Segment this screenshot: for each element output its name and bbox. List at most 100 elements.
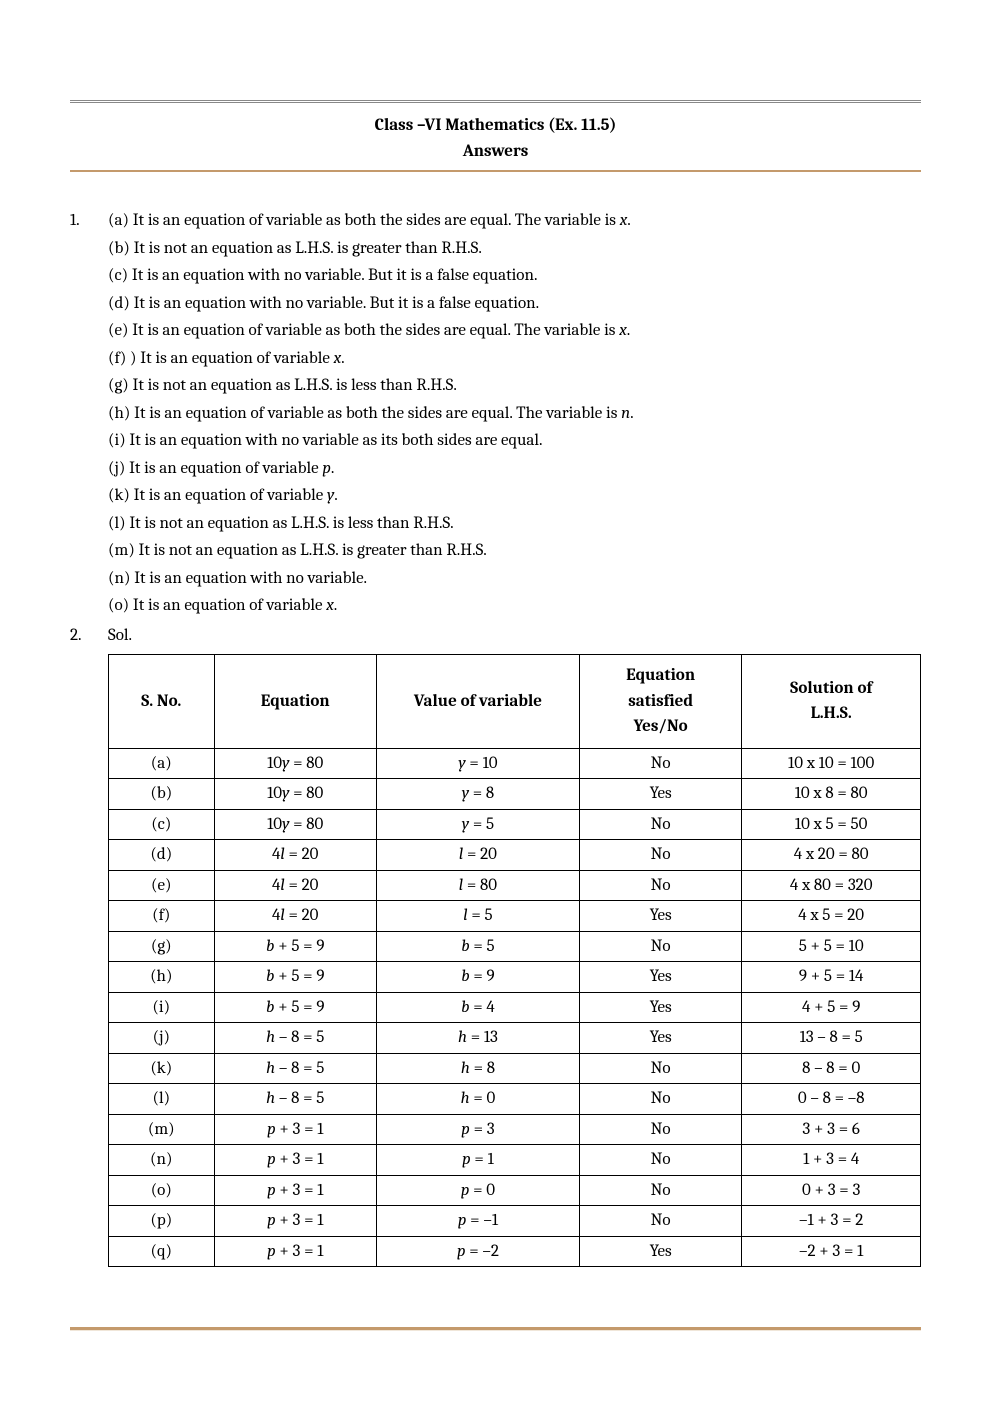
cell-satisfied: Yes <box>579 1023 741 1054</box>
cell-satisfied: No <box>579 748 741 779</box>
cell-lhs: 5 + 5 = 10 <box>742 931 921 962</box>
q1-body: (a) It is an equation of variable as bot… <box>108 208 921 621</box>
cell-lhs: 3 + 3 = 6 <box>742 1114 921 1145</box>
footer-rule <box>70 1327 921 1330</box>
q1-line: (c) It is an equation with no variable. … <box>108 263 921 289</box>
cell-lhs: 0 + 3 = 3 <box>742 1175 921 1206</box>
cell-sno: (a) <box>109 748 215 779</box>
cell-satisfied: No <box>579 1206 741 1237</box>
table-row: (p)p + 3 = 1p = –1No–1 + 3 = 2 <box>109 1206 921 1237</box>
col-sat-l3: Yes/No <box>586 714 735 740</box>
cell-sno: (m) <box>109 1114 215 1145</box>
cell-equation: h – 8 = 5 <box>214 1023 376 1054</box>
cell-sno: (j) <box>109 1023 215 1054</box>
table-row: (l)h – 8 = 5h = 0No0 – 8 = –8 <box>109 1084 921 1115</box>
header-title-2: Answers <box>70 139 921 165</box>
table-row: (m)p + 3 = 1p = 3No3 + 3 = 6 <box>109 1114 921 1145</box>
table-row: (f)4l = 20l = 5Yes4 x 5 = 20 <box>109 901 921 932</box>
table-row: (i)b + 5 = 9b = 4Yes4 + 5 = 9 <box>109 992 921 1023</box>
cell-equation: p + 3 = 1 <box>214 1145 376 1176</box>
cell-lhs: 10 x 10 = 100 <box>742 748 921 779</box>
table-row: (c)10y = 80y = 5No10 x 5 = 50 <box>109 809 921 840</box>
cell-value: l = 5 <box>376 901 579 932</box>
table-row: (k)h – 8 = 5h = 8No8 – 8 = 0 <box>109 1053 921 1084</box>
q1-line: (k) It is an equation of variable y. <box>108 483 921 509</box>
cell-satisfied: Yes <box>579 962 741 993</box>
cell-lhs: 4 x 80 = 320 <box>742 870 921 901</box>
cell-sno: (p) <box>109 1206 215 1237</box>
cell-value: l = 80 <box>376 870 579 901</box>
q1-line: (h) It is an equation of variable as bot… <box>108 401 921 427</box>
cell-sno: (n) <box>109 1145 215 1176</box>
cell-equation: 10y = 80 <box>214 779 376 810</box>
cell-satisfied: No <box>579 809 741 840</box>
cell-sno: (b) <box>109 779 215 810</box>
top-double-rule <box>70 100 921 103</box>
q2-number: 2. <box>70 623 108 649</box>
cell-lhs: 10 x 8 = 80 <box>742 779 921 810</box>
col-sol-l1: Solution of <box>748 676 914 702</box>
cell-value: y = 10 <box>376 748 579 779</box>
q1-line: (m) It is not an equation as L.H.S. is g… <box>108 538 921 564</box>
cell-satisfied: No <box>579 840 741 871</box>
cell-lhs: –1 + 3 = 2 <box>742 1206 921 1237</box>
cell-sno: (h) <box>109 962 215 993</box>
q1-line: (a) It is an equation of variable as bot… <box>108 208 921 234</box>
q1-line: (o) It is an equation of variable x. <box>108 593 921 619</box>
cell-satisfied: Yes <box>579 992 741 1023</box>
cell-value: h = 8 <box>376 1053 579 1084</box>
header-underline <box>70 170 921 172</box>
col-sat-l1: Equation <box>586 663 735 689</box>
cell-value: b = 9 <box>376 962 579 993</box>
cell-value: y = 5 <box>376 809 579 840</box>
cell-sno: (q) <box>109 1236 215 1267</box>
cell-lhs: 0 – 8 = –8 <box>742 1084 921 1115</box>
page-header: Class –VI Mathematics (Ex. 11.5) Answers <box>70 111 921 170</box>
q1-line: (b) It is not an equation as L.H.S. is g… <box>108 236 921 262</box>
cell-equation: b + 5 = 9 <box>214 992 376 1023</box>
header-title-1: Class –VI Mathematics (Ex. 11.5) <box>70 113 921 139</box>
q1-line: (e) It is an equation of variable as bot… <box>108 318 921 344</box>
cell-sno: (f) <box>109 901 215 932</box>
cell-lhs: 8 – 8 = 0 <box>742 1053 921 1084</box>
cell-value: p = –1 <box>376 1206 579 1237</box>
table-row: (e)4l = 20l = 80No4 x 80 = 320 <box>109 870 921 901</box>
cell-lhs: 13 – 8 = 5 <box>742 1023 921 1054</box>
table-row: (o)p + 3 = 1p = 0No0 + 3 = 3 <box>109 1175 921 1206</box>
table-row: (n)p + 3 = 1p = 1No1 + 3 = 4 <box>109 1145 921 1176</box>
cell-equation: 10y = 80 <box>214 809 376 840</box>
cell-satisfied: Yes <box>579 779 741 810</box>
cell-satisfied: No <box>579 1084 741 1115</box>
cell-value: l = 20 <box>376 840 579 871</box>
cell-satisfied: No <box>579 870 741 901</box>
cell-sno: (e) <box>109 870 215 901</box>
table-row: (h)b + 5 = 9b = 9Yes9 + 5 = 14 <box>109 962 921 993</box>
solution-table: S. No. Equation Value of variable Equati… <box>108 654 921 1267</box>
table-row: (d)4l = 20l = 20No4 x 20 = 80 <box>109 840 921 871</box>
table-row: (q)p + 3 = 1p = –2Yes–2 + 3 = 1 <box>109 1236 921 1267</box>
cell-satisfied: Yes <box>579 1236 741 1267</box>
cell-satisfied: No <box>579 1114 741 1145</box>
cell-value: p = –2 <box>376 1236 579 1267</box>
cell-sno: (o) <box>109 1175 215 1206</box>
cell-value: y = 8 <box>376 779 579 810</box>
cell-value: p = 1 <box>376 1145 579 1176</box>
cell-equation: h – 8 = 5 <box>214 1053 376 1084</box>
cell-value: p = 3 <box>376 1114 579 1145</box>
cell-equation: p + 3 = 1 <box>214 1206 376 1237</box>
cell-sno: (c) <box>109 809 215 840</box>
q1-line: (i) It is an equation with no variable a… <box>108 428 921 454</box>
cell-lhs: 9 + 5 = 14 <box>742 962 921 993</box>
col-equation: Equation <box>214 655 376 749</box>
cell-sno: (k) <box>109 1053 215 1084</box>
q1-line: (d) It is an equation with no variable. … <box>108 291 921 317</box>
table-row: (j)h – 8 = 5h = 13Yes13 – 8 = 5 <box>109 1023 921 1054</box>
cell-sno: (i) <box>109 992 215 1023</box>
cell-equation: p + 3 = 1 <box>214 1114 376 1145</box>
col-satisfied: Equation satisfied Yes/No <box>579 655 741 749</box>
q2-sol-label: Sol. <box>108 626 132 645</box>
cell-sno: (d) <box>109 840 215 871</box>
cell-lhs: 10 x 5 = 50 <box>742 809 921 840</box>
cell-satisfied: Yes <box>579 901 741 932</box>
cell-sno: (l) <box>109 1084 215 1115</box>
